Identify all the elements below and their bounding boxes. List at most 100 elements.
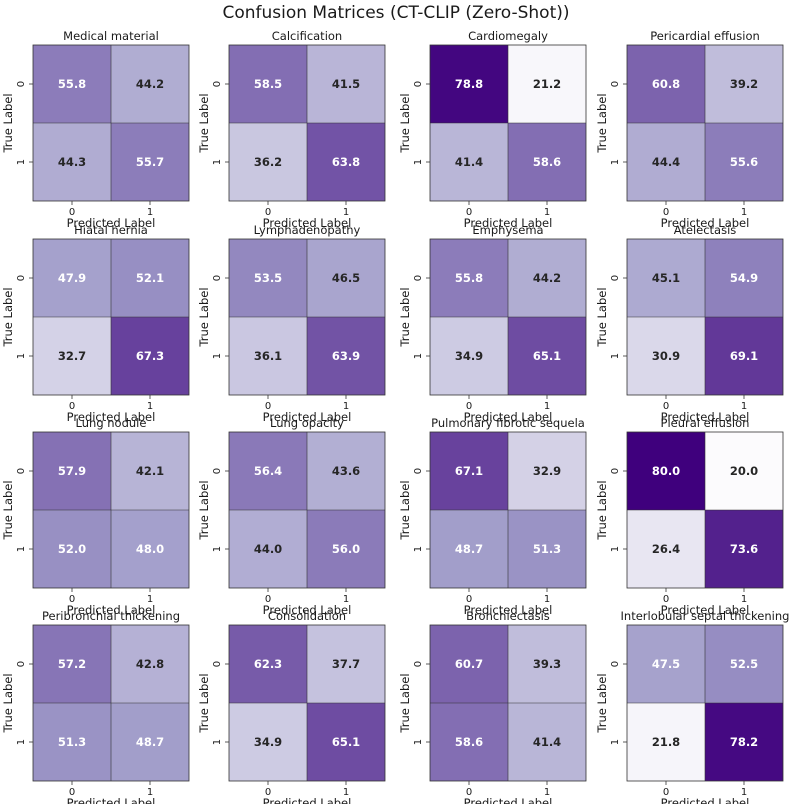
x-tick-label: 0 [69, 401, 75, 412]
cell-value-label: 63.8 [332, 155, 360, 169]
y-tick-label: 1 [16, 739, 27, 745]
heatmap-cell [111, 703, 189, 781]
x-tick-label: 0 [265, 207, 271, 218]
x-tick-label: 1 [741, 594, 747, 605]
y-axis-label: True Label [1, 673, 15, 733]
y-axis-label: True Label [197, 673, 211, 733]
y-axis-label: True Label [1, 480, 15, 540]
cell-value-label: 67.3 [136, 349, 164, 363]
cell-value-label: 52.5 [730, 657, 758, 671]
x-tick-label: 1 [343, 401, 349, 412]
heatmap-cell [307, 510, 385, 588]
cell-value-label: 42.1 [136, 464, 164, 478]
heatmap-cell [307, 123, 385, 201]
y-tick-label: 1 [212, 353, 223, 359]
y-tick-label: 1 [610, 353, 621, 359]
y-tick-label: 1 [610, 739, 621, 745]
y-tick-label: 0 [413, 468, 424, 474]
y-tick-label: 0 [212, 468, 223, 474]
panel-frame [626, 44, 784, 202]
panel-title: Interlobular septal thickening [621, 609, 790, 623]
cell-value-label: 21.8 [652, 735, 680, 749]
cell-value-label: 55.7 [136, 155, 164, 169]
y-tick-label: 0 [413, 275, 424, 281]
heatmap-cell [307, 239, 385, 317]
heatmap-cell [627, 123, 705, 201]
x-axis-label: Predicted Label [263, 216, 352, 230]
heatmap-cell [33, 317, 111, 395]
cell-value-label: 34.9 [254, 735, 282, 749]
cell-value-label: 78.8 [455, 77, 483, 91]
heatmap-cell [627, 510, 705, 588]
heatmap-cell [307, 625, 385, 703]
cell-value-label: 65.1 [533, 349, 561, 363]
heatmap-cell [508, 703, 586, 781]
panel-frame [228, 44, 386, 202]
heatmap-cell [705, 625, 783, 703]
cell-value-label: 41.5 [332, 77, 360, 91]
panel-frame [429, 44, 587, 202]
heatmap-cell [33, 510, 111, 588]
x-axis-label: Predicted Label [661, 216, 750, 230]
heatmap-cell [307, 317, 385, 395]
heatmap-cell [430, 625, 508, 703]
y-axis-label: True Label [595, 287, 609, 347]
x-axis-label: Predicted Label [67, 603, 156, 617]
y-tick-label: 0 [212, 275, 223, 281]
heatmap-cell [627, 703, 705, 781]
y-tick-label: 0 [610, 81, 621, 87]
x-axis-label: Predicted Label [464, 410, 553, 424]
panel-frame [32, 431, 190, 589]
panel-title: Pulmonary fibrotic sequela [431, 416, 585, 430]
cell-value-label: 32.7 [58, 349, 86, 363]
panel-title: Medical material [63, 29, 159, 43]
heatmap-cell [430, 239, 508, 317]
y-axis-label: True Label [398, 673, 412, 733]
x-tick-label: 1 [544, 207, 550, 218]
heatmap-cell [229, 625, 307, 703]
cell-value-label: 54.9 [730, 271, 758, 285]
cell-value-label: 45.1 [652, 271, 680, 285]
heatmap-cell [430, 123, 508, 201]
heatmap-cell [705, 510, 783, 588]
heatmap-cell [627, 317, 705, 395]
cell-value-label: 44.4 [652, 155, 680, 169]
y-axis-label: True Label [1, 287, 15, 347]
panel-title: Atelectasis [674, 223, 737, 237]
heatmap-cell [430, 317, 508, 395]
panel-frame [228, 238, 386, 396]
y-tick-label: 1 [610, 159, 621, 165]
panel-frame [228, 624, 386, 782]
heatmap-cell [33, 45, 111, 123]
panel-title: Peribronchial thickening [42, 609, 180, 623]
cell-value-label: 62.3 [254, 657, 282, 671]
x-tick-label: 1 [147, 787, 153, 798]
heatmap-cell [307, 432, 385, 510]
heatmap-cell [229, 432, 307, 510]
cell-value-label: 78.2 [730, 735, 758, 749]
x-axis-label: Predicted Label [661, 796, 750, 804]
cell-value-label: 44.2 [533, 271, 561, 285]
panel-title: Bronchiectasis [466, 609, 550, 623]
cell-value-label: 42.8 [136, 657, 164, 671]
panel-frame [429, 624, 587, 782]
cell-value-label: 67.1 [455, 464, 483, 478]
heatmap-cell [33, 625, 111, 703]
heatmap-cell [229, 45, 307, 123]
x-tick-label: 0 [466, 594, 472, 605]
figure-title: Confusion Matrices (CT-CLIP (Zero-Shot)) [222, 3, 569, 23]
x-axis-label: Predicted Label [661, 603, 750, 617]
heatmap-cell [111, 123, 189, 201]
heatmap-cell [111, 45, 189, 123]
x-tick-label: 0 [265, 787, 271, 798]
panel-frame [626, 431, 784, 589]
heatmap-cell [111, 510, 189, 588]
y-axis-label: True Label [1, 93, 15, 153]
cell-value-label: 52.1 [136, 271, 164, 285]
heatmap-cell [229, 123, 307, 201]
heatmap-cell [508, 45, 586, 123]
panel-title: Pericardial effusion [650, 29, 760, 43]
y-axis-label: True Label [398, 480, 412, 540]
x-axis-label: Predicted Label [464, 216, 553, 230]
heatmap-cell [627, 432, 705, 510]
